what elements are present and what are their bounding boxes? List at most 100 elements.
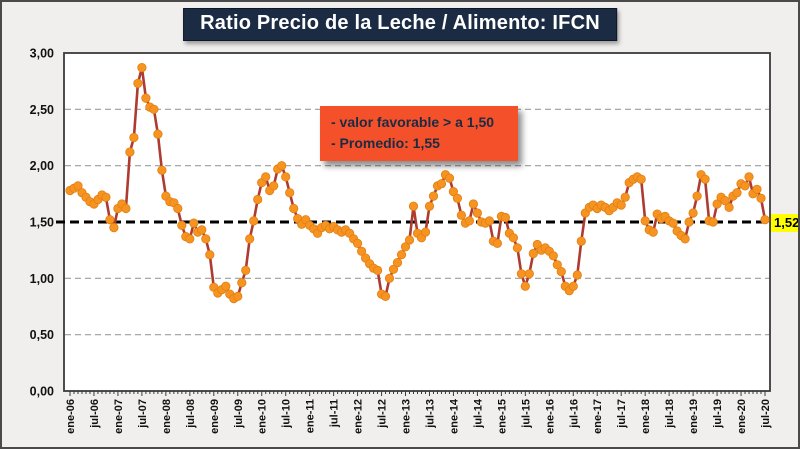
data-point [261,172,271,182]
data-point [724,202,734,212]
data-point [700,174,710,184]
x-axis-label: ene-10 [257,399,269,434]
data-point [149,104,159,114]
data-point [552,260,562,270]
data-point [456,210,466,220]
data-point [712,199,722,209]
data-point [237,278,247,288]
data-point [616,200,626,210]
chart-title: Ratio Precio de la Leche / Alimento: IFC… [183,8,617,41]
x-axis-label: ene-09 [209,399,221,434]
x-axis-label: ene-17 [592,399,604,434]
data-point [185,234,195,244]
x-axis-label: jul-10 [281,399,293,429]
data-point [444,173,455,183]
data-point [500,212,510,223]
data-point [205,250,215,260]
data-point [105,215,115,225]
data-point [448,187,458,197]
x-axis-label: jul-08 [185,399,197,429]
data-point [392,257,403,268]
data-point [468,199,478,209]
x-axis-labels: ene-06 jul-06 ene-07 jul-07 ene-08 jul-08 ene-… [65,398,772,434]
data-point [73,181,83,191]
x-axis-label: jul-17 [616,399,628,429]
x-axis-label: ene-13 [401,399,413,434]
y-axis-labels: 3,00 2,50 2,00 1,50 1,00 0,50 0,00 [30,47,54,399]
data-point [380,291,391,301]
x-axis-label: ene-15 [496,399,508,434]
data-point [760,215,770,225]
data-point [668,218,678,228]
data-point [752,184,762,194]
data-point [137,62,147,73]
data-point [688,208,698,218]
data-point [408,201,419,211]
data-point [133,78,143,89]
data-point [692,191,702,201]
data-point [556,266,566,277]
x-axis-label: jul-19 [712,399,724,429]
data-point [121,203,131,214]
data-point [197,225,207,235]
x-axis-label: jul-09 [233,399,245,429]
data-point [708,217,718,227]
data-point [420,227,431,237]
data-point [428,191,439,201]
data-point [356,246,367,256]
data-point [153,129,163,139]
y-axis-label: 0,50 [30,328,54,342]
data-point [245,234,255,244]
data-point [281,172,291,182]
x-axis-label: ene-08 [161,399,173,434]
y-axis-label: 0,00 [30,385,54,399]
data-point [680,234,690,244]
data-point [756,193,766,203]
data-point [384,273,395,283]
data-point [404,235,415,245]
data-point [636,174,646,184]
data-point [620,192,630,202]
y-axis-label: 1,50 [30,216,54,230]
data-point [289,203,299,214]
data-point [684,217,694,227]
x-axis-label: ene-11 [305,399,317,433]
x-axis-label: jul-07 [137,399,149,429]
data-point [233,291,243,301]
data-point [464,216,474,226]
x-axis-label: jul-18 [664,399,676,429]
data-point [472,208,482,218]
data-point [101,192,111,202]
data-point [424,201,435,211]
data-point [508,233,518,243]
x-axis-label: jul-16 [568,399,580,429]
data-point [492,238,502,248]
data-point [241,265,251,275]
data-point [720,196,730,206]
data-point [572,270,582,280]
y-axis-label: 2,00 [30,159,54,173]
data-point [253,194,263,205]
x-axis-ticks [69,391,766,396]
data-points [65,62,770,304]
data-point [372,265,383,275]
data-point [740,181,750,191]
data-point [576,236,586,246]
data-point [436,179,447,189]
data-point [189,218,199,228]
data-point [201,234,211,244]
last-value-label: 1,52 [771,214,798,232]
y-axis-label: 1,00 [30,272,54,286]
data-point [484,216,494,226]
y-axis-label: 2,50 [30,103,54,117]
data-point [524,269,534,279]
x-axis-label: ene-18 [640,399,652,434]
data-point [528,248,538,259]
data-point [732,188,742,198]
x-axis-label: jul-13 [424,399,436,429]
data-point [400,242,411,252]
x-axis-label: ene-20 [736,399,748,434]
annotation-box: - valor favorable > a 1,50 - Promedio: 1… [320,106,518,161]
